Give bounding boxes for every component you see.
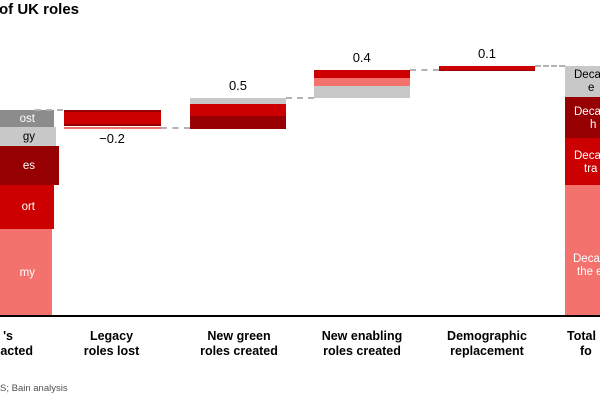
right-bar-label-transport-line2: tra: [584, 162, 598, 175]
axis-label-enabling-line1: New enabling: [321, 328, 403, 343]
source-note: S; Bain analysis: [0, 382, 68, 394]
axis-label-legacy-line2: roles lost: [83, 343, 140, 358]
right-bar-segment-transport: [564, 138, 600, 185]
connector-legacy-to-green: [160, 127, 190, 129]
demographic-bar-darkred-line: [439, 69, 535, 71]
axis-label-legacy: Legacy roles lost: [42, 329, 182, 359]
axis-label-green-line2: roles created: [200, 343, 278, 358]
axis-label-today-line1: 's: [3, 328, 13, 343]
legacy-bar-top-edge: [63, 110, 161, 112]
left-bar-segment-homes: es: [0, 146, 59, 185]
connector-enabling-to-demographic: [410, 68, 439, 71]
left-bar-segment-label: es: [22, 159, 35, 172]
value-label-demographic: 0.1: [477, 46, 497, 61]
enabling-bar-gray: [313, 86, 410, 98]
axis-label-green: New green roles created: [169, 329, 309, 359]
axis-label-today-line2: acted: [0, 343, 33, 358]
axis-label-enabling: New enabling roles created: [292, 329, 432, 359]
chart-title: of UK roles: [0, 1, 80, 18]
demographic-bar-red: [439, 65, 535, 70]
left-bar-segment-label: my: [19, 266, 35, 279]
value-label-legacy: −0.2: [99, 131, 125, 146]
right-bar-label-energy-line2: e: [588, 81, 595, 94]
connector-demographic-to-total: [535, 64, 565, 67]
legacy-bar-pink-line: [63, 126, 161, 129]
axis-label-green-line1: New green: [207, 328, 271, 343]
enabling-bar-red: [313, 70, 410, 78]
left-bar-segment-label: ort: [21, 201, 35, 213]
axis-label-demographic-line2: replacement: [450, 343, 524, 358]
axis-label-demographic-line1: Demographic: [447, 328, 527, 343]
left-bar-segment-economy: my: [0, 229, 52, 316]
right-bar-label-energy-line1: Deca: [574, 68, 600, 81]
left-bar-segment-label: gy: [22, 130, 35, 143]
legacy-bar-red: [63, 111, 161, 124]
right-bar-label-economy-line1: Deca: [573, 252, 600, 265]
right-bar-segment-homes: [564, 97, 600, 138]
right-bar-segment-economy: [564, 185, 600, 316]
left-bar-segment-label: ost: [19, 112, 35, 125]
axis-label-legacy-line1: Legacy: [89, 328, 134, 343]
right-bar-label-homes-line1: Deca: [574, 106, 600, 118]
value-label-green: 0.5: [228, 78, 248, 93]
enabling-bar-pink: [313, 78, 410, 86]
axis-label-enabling-line2: roles created: [323, 343, 401, 358]
connector-green-to-enabling: [286, 96, 314, 99]
legacy-bar-darkred-line: [63, 124, 161, 126]
left-bar-segment-transport: ort: [0, 185, 54, 229]
value-label-enabling: 0.4: [352, 50, 371, 65]
green-bar-gray: [190, 98, 286, 104]
x-axis-baseline: [0, 314, 600, 317]
green-bar-darkred: [190, 116, 286, 129]
left-bar-segment-roles-lost: ost: [0, 110, 54, 127]
axis-label-demographic: Demographic replacement: [417, 329, 557, 359]
left-bar-segment-energy: gy: [0, 127, 56, 146]
right-bar-label-economy-line2: the e: [577, 265, 600, 278]
right-bar-segment-energy: [564, 65, 600, 97]
axis-label-total-line2: fo: [580, 343, 592, 358]
green-bar-red: [190, 104, 286, 116]
axis-label-total-line1: Total: [567, 328, 596, 343]
right-bar-label-transport-line1: Deca: [574, 149, 600, 162]
connector-start-to-legacy: [35, 109, 63, 111]
right-bar-label-homes-line2: h: [590, 119, 597, 131]
